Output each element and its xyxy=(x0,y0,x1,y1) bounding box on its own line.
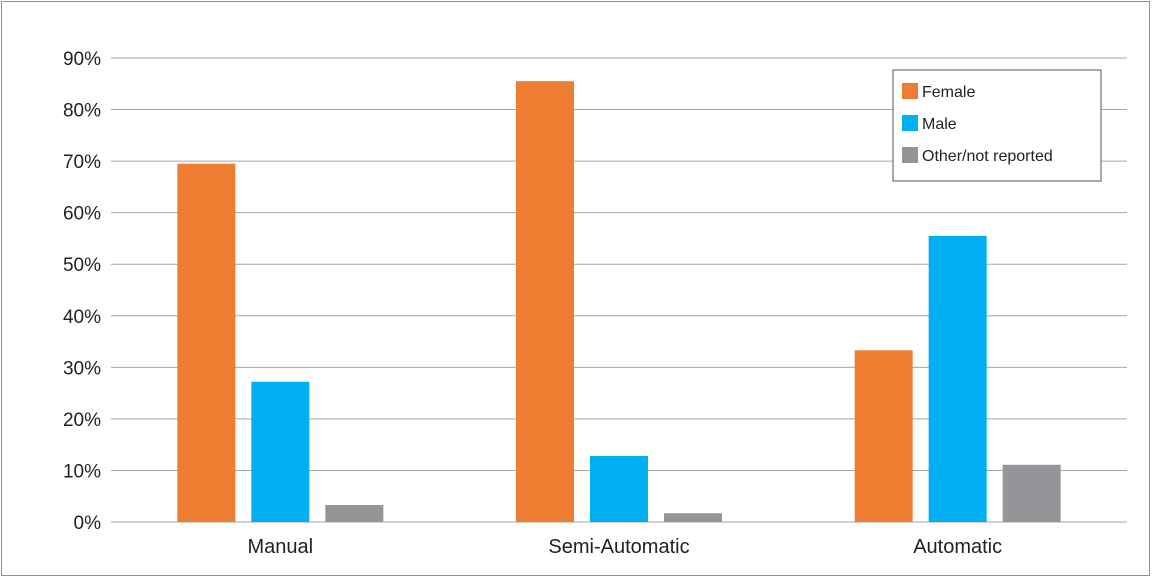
legend-swatch xyxy=(902,115,918,131)
legend-label: Female xyxy=(922,84,975,101)
bars xyxy=(177,81,1061,522)
bar-male-automatic xyxy=(928,235,987,522)
y-tick-label: 60% xyxy=(63,204,101,225)
legend-swatch xyxy=(902,147,918,163)
bar-female-automatic xyxy=(854,350,913,522)
bar-other-not-reported-manual xyxy=(325,504,384,522)
bar-other-not-reported-semi-automatic xyxy=(664,513,722,522)
y-tick-label: 70% xyxy=(63,152,101,173)
y-tick-label: 20% xyxy=(63,410,101,431)
bar-female-semi-automatic xyxy=(516,81,574,522)
y-tick-label: 10% xyxy=(63,461,101,482)
y-tick-label: 90% xyxy=(63,49,101,70)
y-axis-ticks: 0% 10% 20% 30% 40% 50% 60% 70% 80% 90% xyxy=(63,49,101,534)
bar-male-semi-automatic xyxy=(590,456,648,522)
x-category-label: Automatic xyxy=(913,536,1002,558)
y-tick-label: 80% xyxy=(63,101,101,122)
y-tick-label: 30% xyxy=(63,358,101,379)
y-tick-label: 0% xyxy=(74,513,102,534)
legend-swatch xyxy=(902,83,918,99)
x-category-label: Manual xyxy=(248,536,314,558)
x-axis-categories: Manual Semi-Automatic Automatic xyxy=(248,536,1003,558)
y-tick-label: 50% xyxy=(63,255,101,276)
x-category-label: Semi-Automatic xyxy=(548,536,689,558)
legend-label: Other/not reported xyxy=(922,148,1053,165)
bar-male-manual xyxy=(251,381,310,522)
legend-box xyxy=(892,69,1102,182)
bar-female-manual xyxy=(177,163,236,522)
y-tick-label: 40% xyxy=(63,307,101,328)
legend-label: Male xyxy=(922,116,957,133)
legend: Female Male Other/not reported xyxy=(892,69,1102,182)
bar-other-not-reported-automatic xyxy=(1002,464,1061,522)
